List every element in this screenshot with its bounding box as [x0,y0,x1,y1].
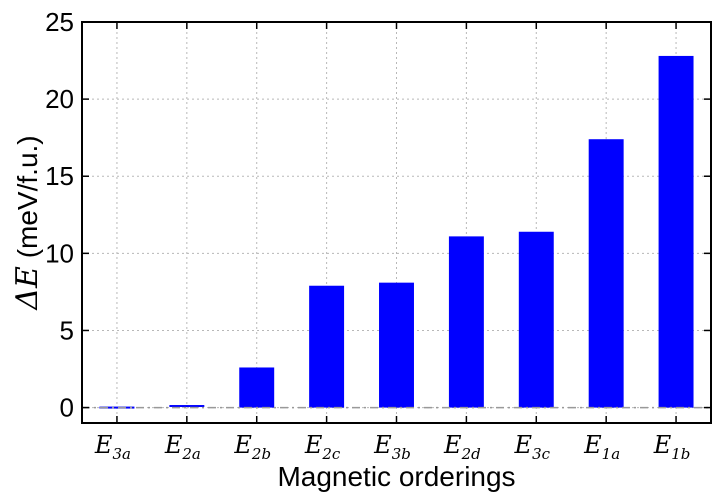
bar [588,139,624,408]
bar [379,282,414,408]
x-axis-label: Magnetic orderings [277,461,515,492]
bars [99,55,694,409]
x-tick-label: E2b [233,431,271,463]
y-tick-label: 25 [45,7,74,37]
y-axis-label-symbol: ΔE [10,266,45,311]
y-tick-label: 5 [60,315,74,345]
bar [518,231,554,408]
y-axis-label-unit: (meV/f.u.) [12,135,43,266]
axis-ticks [82,21,711,423]
x-tick-label: E3b [373,431,411,463]
bar [658,55,694,408]
bar [99,406,135,409]
y-tick-label: 0 [60,393,74,423]
bar [309,285,345,408]
y-tick-label: 20 [45,84,74,114]
bar [239,367,275,408]
x-tick-label: E2a [164,431,201,463]
x-tick-label: E3c [514,431,551,463]
y-tick-labels: 0 5 10 15 20 25 [45,7,74,423]
x-tick-label: E1a [583,431,620,463]
x-tick-label: E2c [304,431,341,463]
x-tick-label: E1b [653,431,691,463]
bar [448,236,484,408]
x-tick-labels: E3a E2a E2b E2c E3b E2d E3c E1a E1b [94,431,690,463]
y-tick-label: 15 [45,161,74,191]
bar [169,405,205,408]
x-tick-label: E2d [443,431,481,463]
x-tick-label: E3a [94,431,131,463]
y-axis-label: ΔE (meV/f.u.) [10,135,45,310]
y-tick-label: 10 [45,238,74,268]
